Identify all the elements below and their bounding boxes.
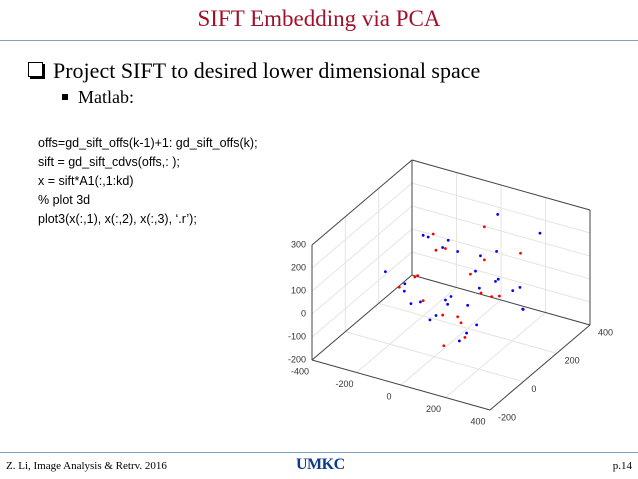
axis-line <box>411 274 591 326</box>
grid-line <box>356 287 457 373</box>
data-point <box>466 303 470 307</box>
logo: UMKC <box>296 456 345 473</box>
data-point <box>494 280 497 283</box>
axis-line <box>311 274 413 361</box>
data-point <box>426 235 430 239</box>
data-point <box>434 248 438 252</box>
sub-bullet: Matlab: <box>62 87 134 108</box>
z-tick-label: 100 <box>291 285 306 295</box>
data-point <box>444 247 447 250</box>
data-point <box>469 272 472 276</box>
data-point <box>457 339 461 343</box>
axis-line <box>311 359 491 411</box>
y-tick-label: -200 <box>498 412 516 422</box>
x-tick-label: -400 <box>291 366 309 376</box>
z-tick-label: 200 <box>291 262 306 272</box>
data-point <box>456 315 460 319</box>
grid-line <box>411 205 591 257</box>
data-point <box>397 285 401 289</box>
code-line: plot3(x(:,1), x(:,2), x(:,3), ‘.r’); <box>38 212 197 226</box>
data-point <box>402 289 406 293</box>
bullet: Project SIFT to desired lower dimensiona… <box>28 58 480 84</box>
z-tick-label: -200 <box>288 354 306 364</box>
data-point <box>403 282 407 286</box>
data-point <box>496 277 500 281</box>
data-point <box>459 321 463 325</box>
grid-line <box>311 182 413 269</box>
x-tick-label: 400 <box>470 416 485 426</box>
data-point <box>416 274 420 278</box>
data-point <box>446 302 450 306</box>
data-point <box>465 331 468 335</box>
grid-line <box>345 331 524 383</box>
data-point <box>431 232 435 236</box>
data-point <box>449 295 453 298</box>
data-point <box>538 231 542 235</box>
grid-line <box>311 251 413 338</box>
z-tick-label: 0 <box>301 308 306 318</box>
data-point <box>421 299 425 303</box>
data-point <box>495 249 498 253</box>
data-point <box>444 298 447 302</box>
grid-line <box>411 182 591 234</box>
page-number: p.14 <box>612 460 632 472</box>
data-point <box>446 238 450 242</box>
data-point <box>413 275 417 279</box>
axis-line <box>311 159 413 246</box>
footer-text: Z. Li, Image Analysis & Retrv. 2016 <box>6 460 167 472</box>
z-tick-label: -100 <box>288 331 306 341</box>
data-point <box>419 300 422 304</box>
grid-line <box>411 228 591 280</box>
data-point <box>518 285 522 289</box>
grid-line <box>445 312 546 398</box>
data-point <box>383 270 387 274</box>
y-tick-label: 0 <box>531 384 536 394</box>
data-point <box>409 302 413 306</box>
data-point <box>511 289 515 293</box>
y-tick-label: 400 <box>598 327 613 337</box>
data-point <box>434 314 438 317</box>
data-point <box>479 291 483 295</box>
code-line: x = sift*A1(:,1:kd) <box>38 174 134 188</box>
data-point <box>456 250 460 253</box>
data-point <box>490 295 494 299</box>
data-point <box>421 233 425 237</box>
x-tick-label: 0 <box>386 391 391 401</box>
data-point <box>428 318 432 322</box>
code-line: offs=gd_sift_offs(k-1)+1: gd_sift_offs(k… <box>38 136 258 150</box>
footer-rule <box>0 452 638 453</box>
x-tick-label: 200 <box>426 404 441 414</box>
z-tick-label: 300 <box>291 239 306 249</box>
slide-title: SIFT Embedding via PCA <box>197 6 441 31</box>
data-point <box>519 251 522 255</box>
data-point <box>496 213 500 216</box>
data-point <box>475 323 479 327</box>
grid-line <box>400 299 502 386</box>
data-point <box>521 307 525 311</box>
data-point <box>497 294 501 298</box>
data-point <box>477 286 481 290</box>
data-point <box>482 258 486 262</box>
axis-line <box>489 324 591 411</box>
x-tick-label: -200 <box>335 379 353 389</box>
data-point <box>442 344 446 348</box>
code-line: sift = gd_sift_cdvs(offs,: ); <box>38 155 180 169</box>
grid-line <box>311 228 413 315</box>
data-point <box>474 269 477 273</box>
data-point <box>479 254 482 258</box>
y-tick-label: 200 <box>565 356 580 366</box>
title-rule <box>0 40 638 41</box>
data-point <box>482 225 486 229</box>
data-point <box>463 336 467 339</box>
code-block: offs=gd_sift_offs(k-1)+1: gd_sift_offs(k… <box>38 134 258 229</box>
grid-line <box>411 251 591 303</box>
data-point <box>441 246 445 249</box>
data-point <box>441 313 445 317</box>
code-line: % plot 3d <box>38 193 91 207</box>
grid-line <box>378 302 557 354</box>
axis-line <box>411 159 591 211</box>
grid-line <box>311 205 413 292</box>
